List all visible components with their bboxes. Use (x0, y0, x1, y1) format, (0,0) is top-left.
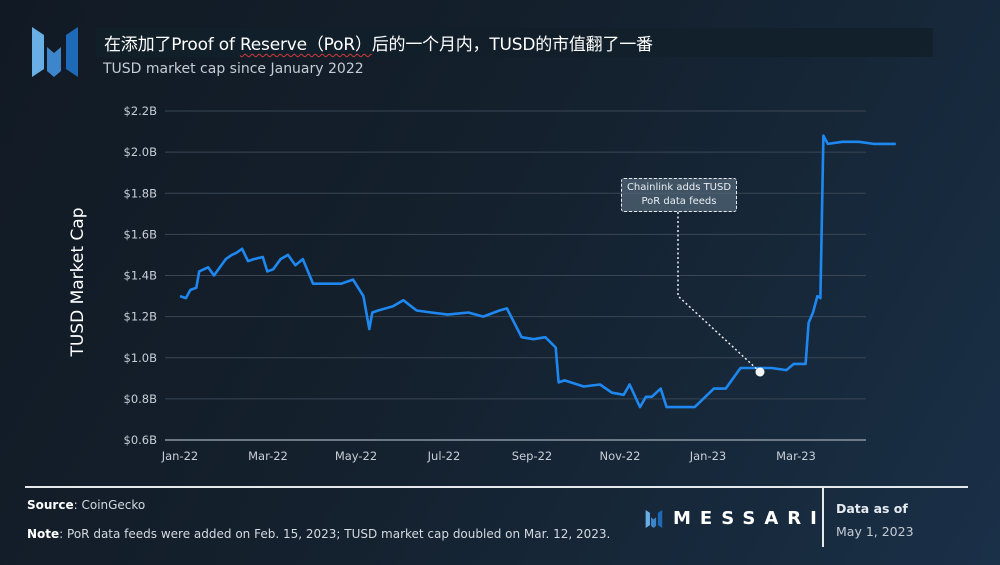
annotation-line-1: Chainlink adds TUSD (626, 182, 732, 193)
note-text: Note: PoR data feeds were added on Feb. … (27, 527, 610, 541)
messari-logo-icon (32, 27, 78, 77)
source-text: Source: CoinGecko (27, 498, 145, 512)
x-axis-ticks: Jan-22 Mar-22 May-22 Jul-22 Sep-22 Nov-22 Jan-… (161, 449, 816, 463)
annotation-line-2: PoR data feeds (641, 196, 717, 207)
source-value: : CoinGecko (73, 498, 146, 512)
market-cap-line (179, 134, 896, 409)
x-tick-label: Jul-22 (427, 449, 461, 463)
y-axis-ticks: $0.6B $0.8B $1.0B $1.2B $1.4B $1.6B $1.8B $2.0B… (124, 104, 158, 447)
y-tick-label: $1.6B (124, 227, 158, 241)
footer-divider-horizontal (25, 486, 968, 488)
gridlines (165, 110, 866, 400)
x-tick-label: Sep-22 (512, 449, 552, 463)
x-tick-label: May-22 (335, 449, 377, 463)
y-tick-label: $0.6B (124, 433, 158, 447)
title-suffix: 后的一个月内，TUSD的市值翻了一番 (371, 35, 653, 55)
x-tick-label: Nov-22 (600, 449, 641, 463)
y-tick-label: $2.2B (124, 104, 158, 118)
chart-subtitle: TUSD market cap since January 2022 (103, 61, 364, 77)
messari-brand-icon (645, 509, 663, 528)
y-tick-label: $1.4B (124, 269, 158, 283)
annotation-callout: Chainlink adds TUSD PoR data feeds (621, 178, 737, 212)
data-as-of-label: Data as of (836, 501, 908, 516)
x-tick-label: Mar-23 (776, 449, 816, 463)
por-event-marker (755, 367, 765, 377)
source-label: Source (27, 498, 74, 512)
data-as-of-date: May 1, 2023 (836, 524, 914, 539)
note-label: Note (27, 527, 60, 541)
brand-wordmark: MESSARI (673, 508, 826, 529)
title-underlined: Reserve（PoR） (239, 35, 372, 55)
x-tick-label: Mar-22 (248, 449, 288, 463)
footer-divider-vertical (822, 487, 824, 547)
y-tick-label: $0.8B (124, 392, 158, 406)
annotation-leader-line (677, 212, 761, 373)
y-tick-label: $1.0B (124, 351, 158, 365)
x-tick-label: Jan-23 (689, 449, 727, 463)
title-prefix: 在添加了Proof of (104, 35, 240, 55)
chart-title: 在添加了Proof of Reserve（PoR）后的一个月内，TUSD的市值翻… (104, 30, 653, 55)
y-tick-label: $1.8B (124, 186, 158, 200)
y-tick-label: $2.0B (124, 145, 158, 159)
x-tick-label: Jan-22 (161, 449, 199, 463)
messari-brand: MESSARI (645, 508, 826, 529)
y-tick-label: $1.2B (124, 310, 158, 324)
note-value: : PoR data feeds were added on Feb. 15, … (59, 527, 611, 541)
title-background (96, 28, 933, 57)
